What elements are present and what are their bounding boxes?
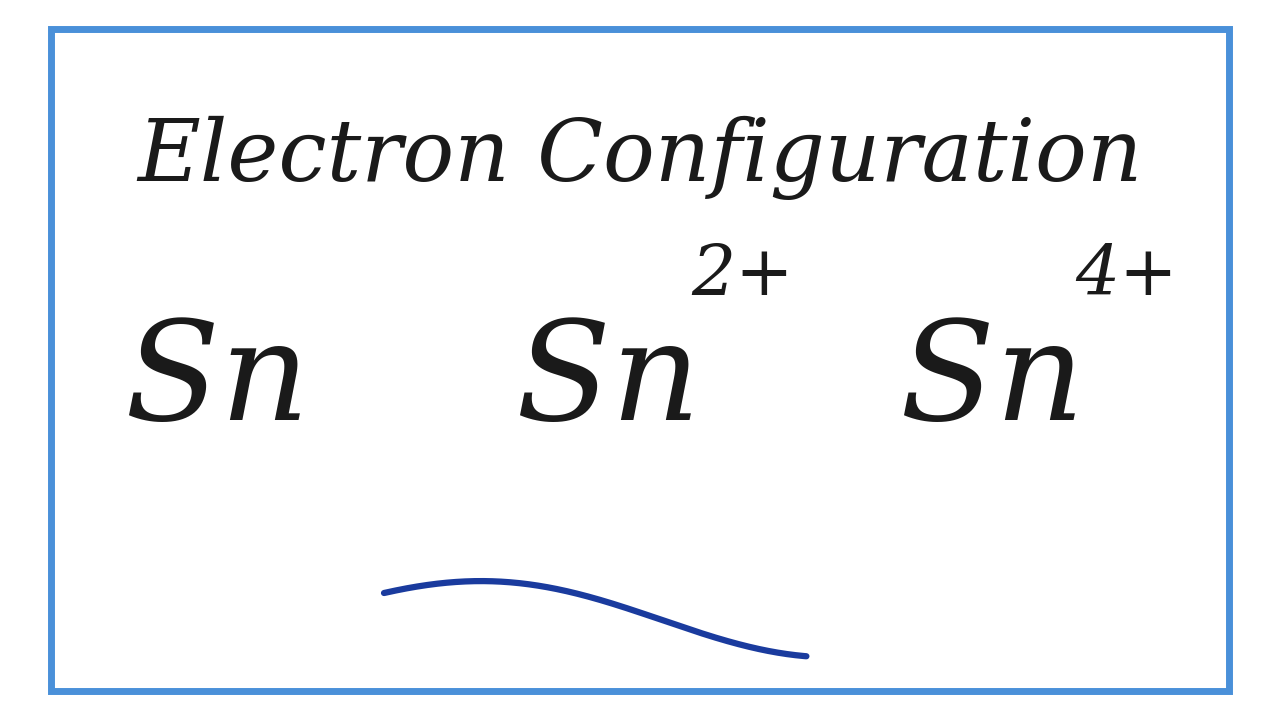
Text: Sn: Sn [125, 315, 310, 449]
Text: 2+: 2+ [691, 243, 794, 310]
Text: 4+: 4+ [1075, 243, 1178, 310]
Text: Sn: Sn [900, 315, 1084, 449]
Text: Sn: Sn [516, 315, 700, 449]
Text: Electron Configuration: Electron Configuration [137, 117, 1143, 200]
